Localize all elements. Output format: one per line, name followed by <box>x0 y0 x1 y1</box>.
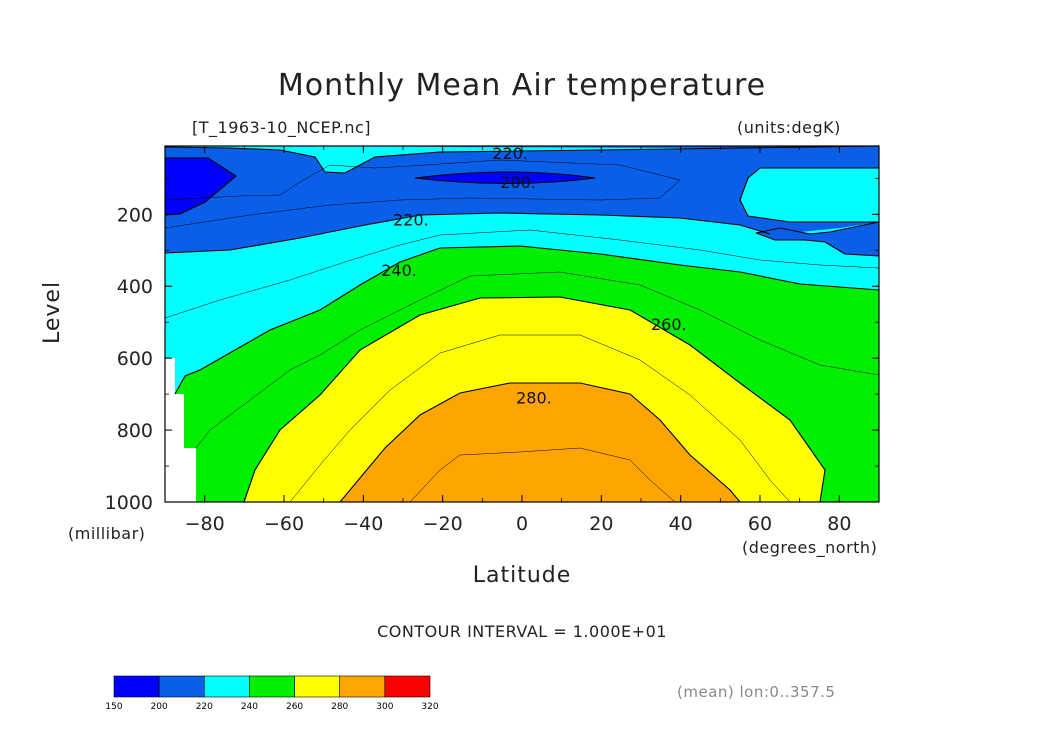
contour-220-ne <box>739 167 879 223</box>
x-axis-unit: (degrees_north) <box>742 538 878 557</box>
contour-220-top <box>165 146 879 174</box>
band-220-240-top <box>165 146 879 173</box>
contour-label: 240. <box>381 261 417 280</box>
colorbar-swatch <box>203 675 250 698</box>
contour-260 <box>243 296 826 502</box>
colorbar-label: 200 <box>151 702 168 712</box>
contour-200-sw <box>165 157 237 216</box>
colorbar: 150 200 220 240 260 280 300 320 <box>105 675 439 712</box>
colorbar-label: 260 <box>286 702 303 712</box>
x-axis-label: Latitude <box>472 563 572 588</box>
y-tick-label: 400 <box>117 276 153 298</box>
colorbar-label: 150 <box>105 702 122 712</box>
y-axis-unit: (millibar) <box>68 524 146 543</box>
axis-ticks: −80 −60 −40 −20 0 20 40 60 80 200 400 600 800 1000 <box>105 146 880 535</box>
x-tick-label: 80 <box>827 513 851 535</box>
contour-220-pocket <box>755 221 879 257</box>
colorbar-swatch <box>249 675 295 698</box>
contour-label: 220. <box>393 211 429 230</box>
colorbar-label: 320 <box>421 702 438 712</box>
contour-labels: 220. 200. 220. 240. 260. 280. <box>381 144 686 408</box>
colorbar-swatch <box>384 675 431 698</box>
contour-200-core <box>414 171 596 185</box>
y-tick-label: 800 <box>117 420 153 442</box>
footnote: (mean) lon:0..357.5 <box>677 683 836 701</box>
band-280-300 <box>340 383 740 502</box>
contour-280 <box>339 382 741 502</box>
contour-lines-thin <box>165 159 879 502</box>
x-tick-label: −20 <box>423 513 463 535</box>
filled-contours <box>165 146 879 502</box>
y-tick-label: 1000 <box>105 492 153 514</box>
y-tick-label: 600 <box>117 348 153 370</box>
x-tick-label: 20 <box>589 513 613 535</box>
band-150-200-sw <box>165 158 236 215</box>
colorbar-swatch <box>113 675 160 698</box>
contour-lines <box>165 146 879 502</box>
contour-label: 220. <box>492 144 528 163</box>
colorbar-label: 220 <box>196 702 213 712</box>
contour-210 <box>165 159 681 229</box>
dataset-filename: [T_1963-10_NCEP.nc] <box>192 118 372 137</box>
contour-label: 200. <box>500 173 536 192</box>
band-200-220-pocket <box>756 222 879 256</box>
colorbar-swatch <box>339 675 386 698</box>
band-220-240-north <box>740 168 879 222</box>
colorbar-swatch <box>158 675 205 698</box>
x-tick-label: 40 <box>669 513 693 535</box>
units-label: (units:degK) <box>737 118 841 137</box>
x-tick-label: −80 <box>185 513 225 535</box>
x-tick-label: 0 <box>516 513 528 535</box>
contour-label: 280. <box>516 389 552 408</box>
contour-230 <box>165 229 879 319</box>
contour-250 <box>195 271 879 449</box>
colorbar-swatch <box>294 675 341 698</box>
chart-title: Monthly Mean Air temperature <box>277 68 767 103</box>
colorbar-label: 240 <box>241 702 258 712</box>
contour-interval: CONTOUR INTERVAL = 1.000E+01 <box>377 622 667 641</box>
contour-240 <box>174 245 879 395</box>
band-150-200-core <box>415 172 595 184</box>
x-tick-label: −60 <box>264 513 304 535</box>
x-tick-label: −40 <box>343 513 383 535</box>
missing-data-left <box>165 358 196 502</box>
x-tick-label: 60 <box>748 513 772 535</box>
contour-220-north <box>165 212 771 254</box>
y-tick-label: 200 <box>117 204 153 226</box>
contour-label: 260. <box>651 315 687 334</box>
contour-270 <box>289 334 791 502</box>
contour-290 <box>409 447 676 502</box>
colorbar-label: 280 <box>331 702 348 712</box>
colorbar-label: 300 <box>376 702 393 712</box>
